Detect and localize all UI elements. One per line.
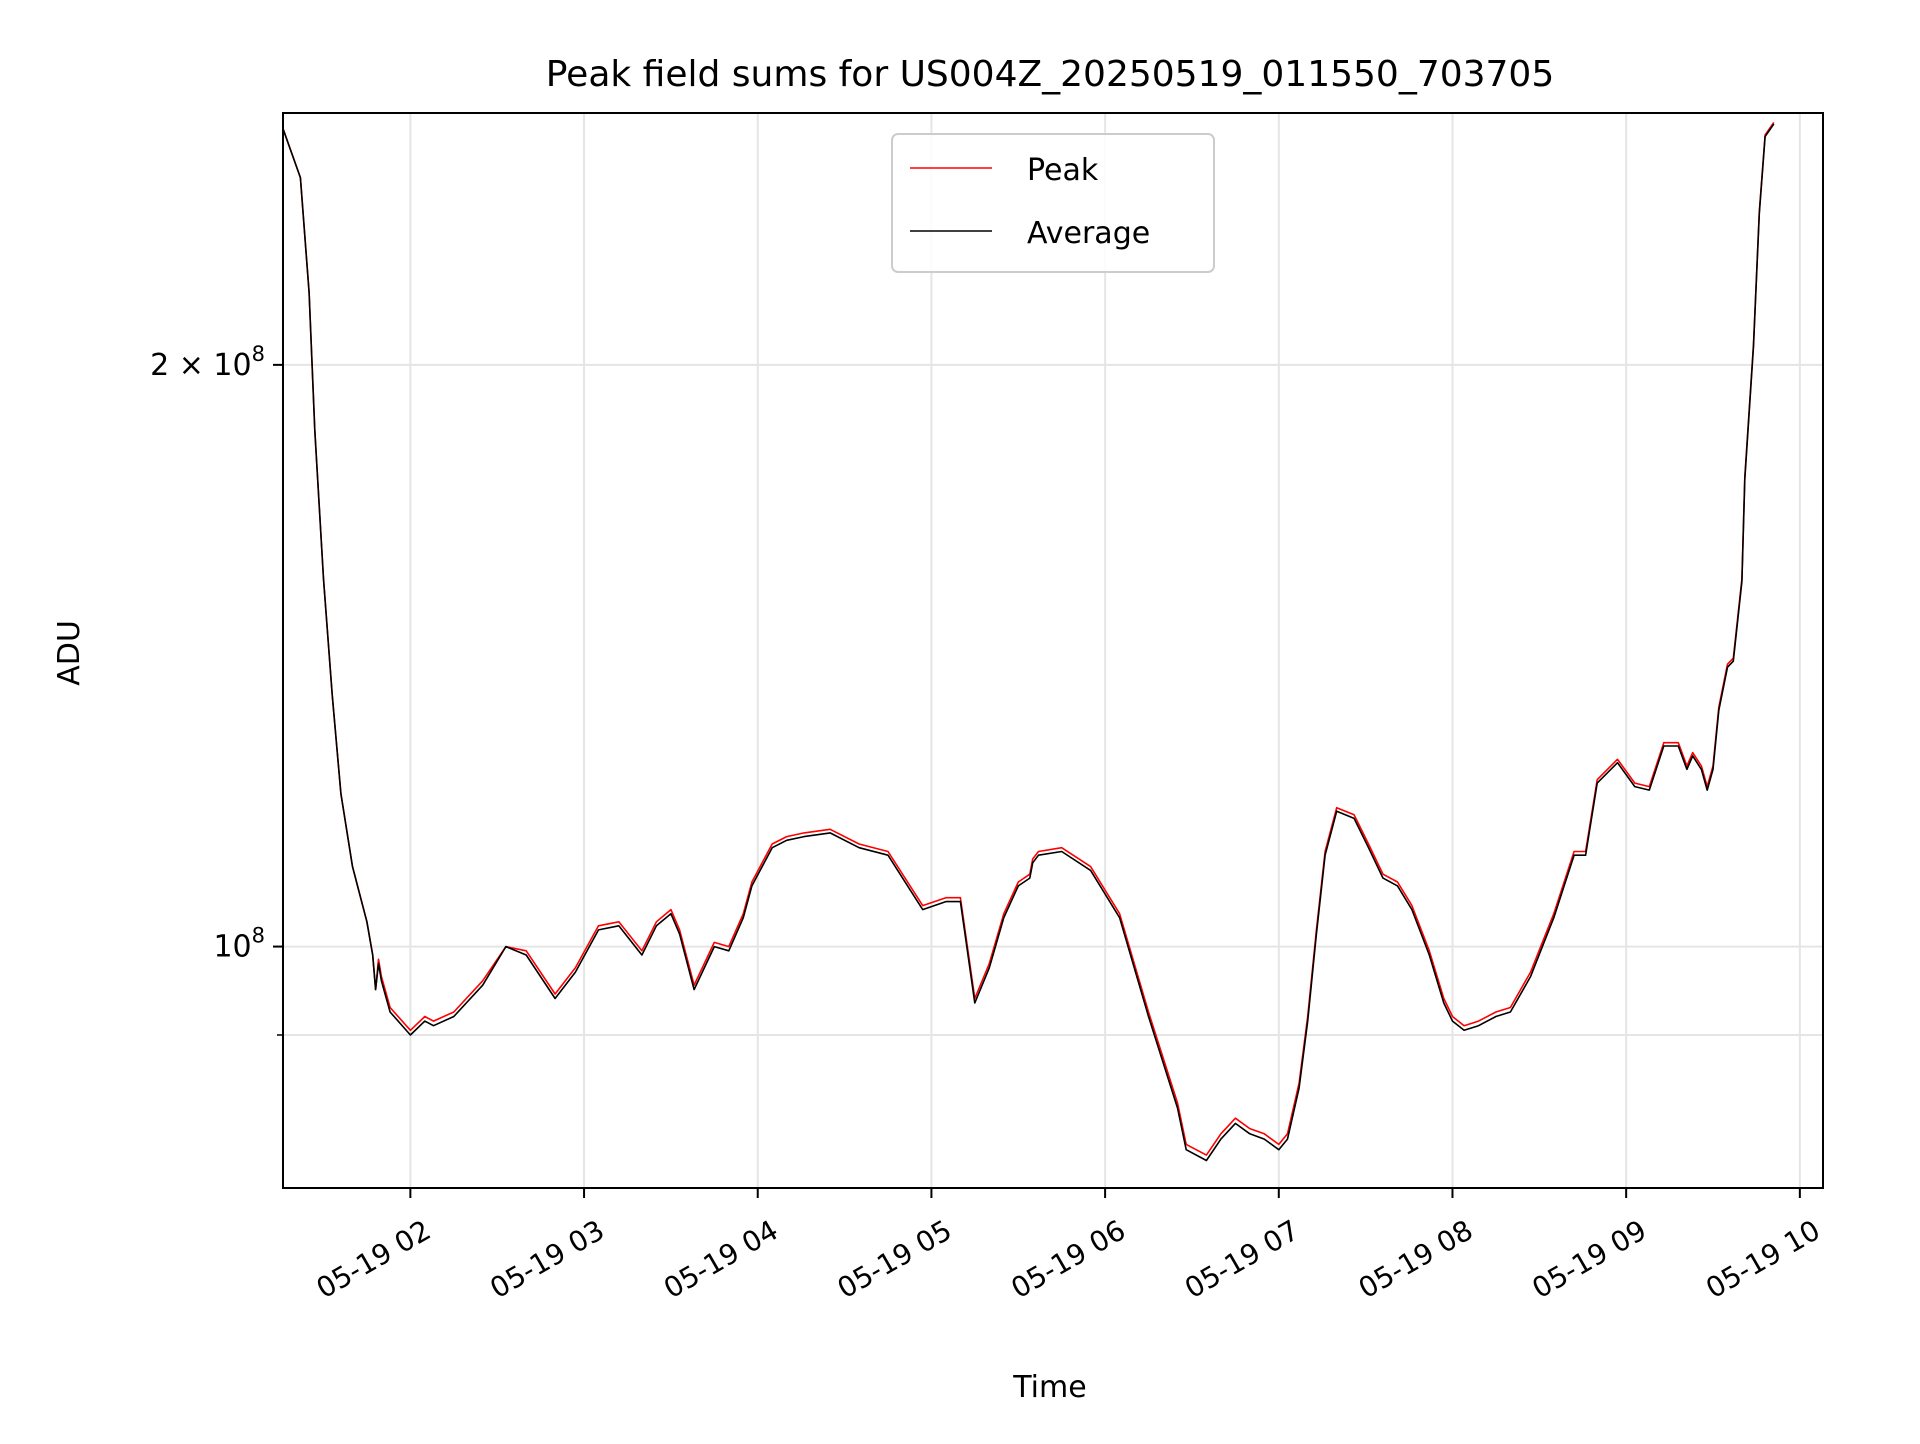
y-tick-label-base: 10: [213, 930, 251, 965]
series-line-average: [283, 123, 1775, 1162]
y-axis-label: ADU: [52, 620, 87, 686]
y-tick-label-exponent: 8: [252, 342, 265, 366]
chart-title: Peak field sums for US004Z_20250519_0115…: [546, 54, 1555, 95]
y-tick-label-exponent: 8: [252, 924, 265, 948]
plot-frame: [282, 112, 1824, 1189]
y-tick-label-base: 2 × 10: [150, 348, 251, 383]
legend: Peak Average: [891, 133, 1215, 273]
series-line-peak: [283, 121, 1775, 1156]
y-tick-label: 108: [213, 924, 265, 965]
y-tick-label: 2 × 108: [150, 342, 265, 383]
series-layer: [283, 121, 1775, 1162]
x-axis-label: Time: [1012, 1370, 1086, 1405]
legend-label-average: Average: [1027, 216, 1150, 251]
grid-layer: [283, 113, 1823, 1188]
legend-label-peak: Peak: [1027, 153, 1099, 188]
